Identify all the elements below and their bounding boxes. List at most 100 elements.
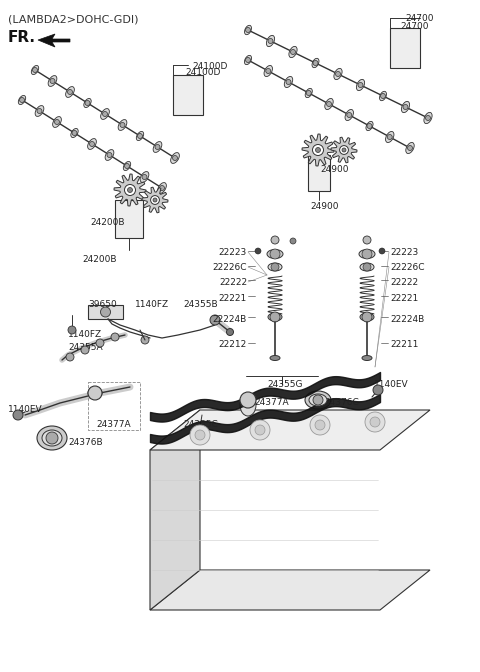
Ellipse shape <box>366 122 373 130</box>
Ellipse shape <box>360 313 374 321</box>
Circle shape <box>313 395 323 405</box>
Text: 22221: 22221 <box>219 294 247 303</box>
Text: 24100D: 24100D <box>192 62 228 71</box>
Ellipse shape <box>88 138 96 149</box>
Ellipse shape <box>66 87 74 97</box>
Text: 22211: 22211 <box>390 340 419 349</box>
Text: 1140EV: 1140EV <box>374 380 408 389</box>
Circle shape <box>66 353 74 361</box>
Circle shape <box>20 97 24 103</box>
Ellipse shape <box>325 99 333 110</box>
Ellipse shape <box>334 69 342 79</box>
Circle shape <box>326 101 332 106</box>
Circle shape <box>245 28 251 32</box>
Ellipse shape <box>424 112 432 124</box>
Text: 24376C: 24376C <box>324 398 360 407</box>
Circle shape <box>100 307 110 317</box>
Bar <box>173 75 203 115</box>
Circle shape <box>81 346 89 354</box>
Circle shape <box>68 89 72 95</box>
Circle shape <box>425 116 431 120</box>
Circle shape <box>362 249 372 259</box>
Ellipse shape <box>264 65 273 77</box>
Ellipse shape <box>244 55 252 65</box>
Circle shape <box>153 198 157 202</box>
Circle shape <box>340 146 348 155</box>
Text: 39650: 39650 <box>88 300 117 309</box>
Ellipse shape <box>270 355 280 360</box>
Circle shape <box>240 392 256 408</box>
Circle shape <box>107 153 112 157</box>
Ellipse shape <box>153 142 162 153</box>
Circle shape <box>210 315 220 325</box>
Text: 22223: 22223 <box>219 248 247 257</box>
Circle shape <box>290 50 296 54</box>
Circle shape <box>33 67 37 73</box>
Ellipse shape <box>48 75 57 87</box>
Text: 24200B: 24200B <box>83 255 117 264</box>
Ellipse shape <box>305 89 312 97</box>
Ellipse shape <box>360 263 374 271</box>
Circle shape <box>370 417 380 427</box>
Ellipse shape <box>71 128 78 138</box>
Circle shape <box>197 427 203 433</box>
Circle shape <box>250 420 270 440</box>
Ellipse shape <box>35 106 44 116</box>
Ellipse shape <box>345 110 353 120</box>
Text: 22212: 22212 <box>219 340 247 349</box>
Circle shape <box>37 108 42 114</box>
Text: 24700: 24700 <box>400 22 429 31</box>
Circle shape <box>142 175 147 179</box>
Bar <box>88 305 123 319</box>
Bar <box>308 155 330 191</box>
Ellipse shape <box>380 91 386 101</box>
Circle shape <box>89 142 95 146</box>
Text: 24100D: 24100D <box>185 68 220 77</box>
Text: 22226C: 22226C <box>390 263 424 272</box>
Circle shape <box>387 134 392 140</box>
Circle shape <box>312 144 324 155</box>
Circle shape <box>403 105 408 110</box>
Circle shape <box>271 236 279 244</box>
Circle shape <box>362 312 372 322</box>
Circle shape <box>310 415 330 435</box>
Circle shape <box>290 238 296 244</box>
Bar <box>115 200 143 238</box>
Text: 22222: 22222 <box>390 278 418 287</box>
Circle shape <box>72 130 77 136</box>
Ellipse shape <box>267 249 283 259</box>
Ellipse shape <box>118 120 127 130</box>
Ellipse shape <box>18 95 25 105</box>
Circle shape <box>313 60 318 65</box>
Ellipse shape <box>312 58 319 68</box>
Ellipse shape <box>289 46 297 58</box>
Ellipse shape <box>401 101 409 113</box>
Circle shape <box>365 412 385 432</box>
Text: 24200B: 24200B <box>91 218 125 227</box>
Ellipse shape <box>268 263 282 271</box>
Ellipse shape <box>309 394 327 406</box>
Circle shape <box>96 339 104 347</box>
Circle shape <box>271 263 279 271</box>
Text: 24355A: 24355A <box>68 343 103 352</box>
Polygon shape <box>331 137 357 163</box>
Ellipse shape <box>136 132 144 140</box>
Text: 22224B: 22224B <box>390 315 424 324</box>
Circle shape <box>195 430 205 440</box>
Circle shape <box>336 71 340 77</box>
Text: 22224B: 22224B <box>213 315 247 324</box>
Text: 22222: 22222 <box>219 278 247 287</box>
Circle shape <box>408 146 412 151</box>
Ellipse shape <box>406 142 414 153</box>
Ellipse shape <box>268 313 282 321</box>
Polygon shape <box>302 134 334 166</box>
Ellipse shape <box>244 26 252 35</box>
Ellipse shape <box>359 249 375 259</box>
Ellipse shape <box>37 426 67 450</box>
Circle shape <box>270 249 280 259</box>
Ellipse shape <box>123 161 131 171</box>
Circle shape <box>379 248 385 254</box>
Text: 1140FZ: 1140FZ <box>135 300 169 309</box>
Circle shape <box>13 410 23 420</box>
Text: 24900: 24900 <box>321 165 349 174</box>
